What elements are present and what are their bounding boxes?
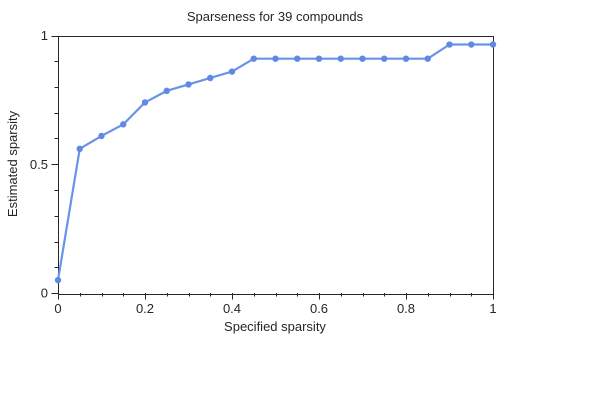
data-point-marker bbox=[250, 55, 257, 62]
x-tick-labels: 0 0.2 0.4 0.6 0.8 1 bbox=[54, 301, 496, 316]
y-axis-title: Estimated sparsity bbox=[5, 110, 20, 217]
x-tick-label: 0.6 bbox=[310, 301, 328, 316]
data-point-marker bbox=[141, 99, 149, 106]
data-point-marker bbox=[54, 276, 62, 284]
data-point-marker bbox=[402, 55, 410, 62]
data-point-marker bbox=[98, 132, 105, 140]
data-point-marker bbox=[163, 87, 170, 95]
y-tick-label: 1 bbox=[41, 28, 48, 43]
data-point-marker bbox=[272, 55, 279, 62]
x-tick-label: 0.2 bbox=[136, 301, 154, 316]
data-point-marker bbox=[337, 55, 344, 62]
data-point-marker bbox=[489, 41, 497, 48]
data-point-marker bbox=[424, 55, 431, 62]
plot-dynamic-content: 0 0.2 0.4 0.6 0.8 100.51 bbox=[30, 28, 497, 316]
data-point-marker bbox=[468, 41, 475, 48]
data-point-marker bbox=[207, 74, 214, 82]
y-tick-label: 0 bbox=[41, 286, 48, 301]
data-point-marker bbox=[359, 55, 366, 62]
x-tick-label: 0 bbox=[54, 301, 61, 316]
data-point-marker bbox=[381, 55, 388, 62]
data-point-marker bbox=[76, 145, 83, 152]
series-line bbox=[56, 43, 495, 282]
y-ticks bbox=[51, 36, 58, 294]
data-point-marker bbox=[315, 55, 323, 62]
data-series bbox=[54, 41, 497, 284]
data-point-marker bbox=[294, 55, 301, 62]
plot-frame bbox=[58, 36, 494, 295]
data-point-marker bbox=[228, 68, 236, 75]
x-tick-label: 1 bbox=[489, 301, 496, 316]
y-tick-labels: 00.51 bbox=[30, 28, 48, 301]
x-tick-label: 0.4 bbox=[223, 301, 241, 316]
data-point-marker bbox=[446, 41, 453, 48]
chart-title: Sparseness for 39 compounds bbox=[187, 9, 364, 24]
x-axis-title: Specified sparsity bbox=[224, 319, 326, 334]
y-tick-label: 0.5 bbox=[30, 157, 48, 172]
x-tick-label: 0.8 bbox=[397, 301, 415, 316]
data-point-marker bbox=[185, 81, 192, 88]
x-ticks bbox=[58, 293, 494, 300]
data-point-marker bbox=[120, 121, 127, 128]
